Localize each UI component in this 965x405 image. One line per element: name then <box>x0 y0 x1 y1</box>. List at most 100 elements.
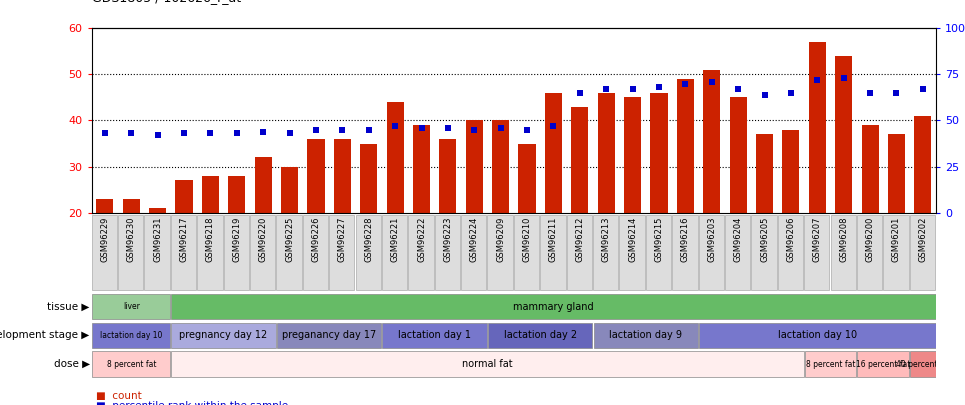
Text: GSM96210: GSM96210 <box>523 217 532 262</box>
Text: GDS1805 / 102626_r_at: GDS1805 / 102626_r_at <box>92 0 241 4</box>
Text: GSM96203: GSM96203 <box>707 217 716 262</box>
Bar <box>93 323 170 348</box>
Bar <box>334 139 351 305</box>
Bar <box>910 352 935 377</box>
Point <box>546 123 562 129</box>
Bar <box>778 215 803 290</box>
Bar <box>224 215 249 290</box>
Text: tissue ▶: tissue ▶ <box>47 302 90 311</box>
Bar <box>835 56 852 305</box>
Text: GSM96217: GSM96217 <box>179 217 188 262</box>
Bar <box>466 121 482 305</box>
Bar <box>96 199 114 305</box>
Text: GSM96204: GSM96204 <box>733 217 743 262</box>
Point <box>308 126 323 133</box>
Point <box>863 90 878 96</box>
Text: GSM96212: GSM96212 <box>575 217 585 262</box>
Bar <box>676 79 694 305</box>
Text: GSM96211: GSM96211 <box>549 217 558 262</box>
Bar <box>123 199 140 305</box>
Bar <box>488 323 593 348</box>
Bar <box>93 352 170 377</box>
Bar <box>229 176 245 305</box>
Text: normal fat: normal fat <box>462 359 512 369</box>
Point <box>361 126 376 133</box>
Point <box>572 90 588 96</box>
Point <box>704 79 720 85</box>
Bar <box>646 215 671 290</box>
Text: lactation day 9: lactation day 9 <box>609 330 682 340</box>
Text: GSM96224: GSM96224 <box>470 217 479 262</box>
Bar <box>413 125 430 305</box>
Bar <box>439 139 456 305</box>
Bar <box>804 215 830 290</box>
Bar <box>382 323 487 348</box>
Bar <box>673 215 698 290</box>
Point <box>414 125 429 131</box>
Text: GSM96213: GSM96213 <box>602 217 611 262</box>
Point <box>519 126 535 133</box>
Bar <box>518 143 536 305</box>
Text: mammary gland: mammary gland <box>513 302 593 311</box>
Text: 8 percent fat: 8 percent fat <box>106 360 156 369</box>
Bar <box>360 143 377 305</box>
Point <box>387 123 402 129</box>
Bar <box>862 125 879 305</box>
Bar <box>910 215 935 290</box>
Point <box>440 125 455 131</box>
Bar <box>202 176 219 305</box>
Point <box>810 77 825 83</box>
Text: GSM96205: GSM96205 <box>760 217 769 262</box>
Point <box>757 92 772 98</box>
Point <box>493 125 509 131</box>
Bar <box>571 107 589 305</box>
Point <box>598 86 614 92</box>
Bar <box>858 352 909 377</box>
Text: GSM96223: GSM96223 <box>443 217 453 262</box>
Text: GSM96208: GSM96208 <box>840 217 848 262</box>
Text: GSM96222: GSM96222 <box>417 217 426 262</box>
Bar <box>566 215 592 290</box>
Text: GSM96214: GSM96214 <box>628 217 637 262</box>
Text: lactation day 2: lactation day 2 <box>504 330 577 340</box>
Bar <box>756 134 773 305</box>
Bar <box>888 134 905 305</box>
Text: GSM96216: GSM96216 <box>681 217 690 262</box>
Bar <box>620 215 645 290</box>
Bar <box>250 215 275 290</box>
Bar <box>699 215 724 290</box>
Bar <box>593 215 619 290</box>
Point <box>915 86 930 92</box>
Text: lactation day 10: lactation day 10 <box>778 330 857 340</box>
Text: 8 percent fat: 8 percent fat <box>806 360 855 369</box>
Text: ■  percentile rank within the sample: ■ percentile rank within the sample <box>96 401 289 405</box>
Bar <box>805 352 856 377</box>
Point <box>335 126 350 133</box>
Bar <box>93 294 170 319</box>
Text: liver: liver <box>123 302 140 311</box>
Bar <box>914 116 931 305</box>
Point <box>229 130 244 136</box>
Point <box>466 126 482 133</box>
Bar <box>145 215 170 290</box>
Text: GSM96209: GSM96209 <box>496 217 505 262</box>
Text: GSM96226: GSM96226 <box>312 217 320 262</box>
Text: lactation day 10: lactation day 10 <box>100 331 162 340</box>
Point <box>150 132 165 139</box>
Point <box>97 130 113 136</box>
Point <box>836 75 851 81</box>
Text: GSM96228: GSM96228 <box>364 217 373 262</box>
Text: GSM96202: GSM96202 <box>919 217 927 262</box>
Point <box>731 86 746 92</box>
Point <box>889 90 904 96</box>
Point <box>784 90 799 96</box>
Text: GSM96207: GSM96207 <box>813 217 822 262</box>
Bar <box>461 215 486 290</box>
Bar <box>172 323 276 348</box>
Text: GSM96225: GSM96225 <box>285 217 294 262</box>
Bar <box>545 93 562 305</box>
Bar <box>149 208 166 305</box>
Bar <box>783 130 799 305</box>
Text: GSM96231: GSM96231 <box>153 217 162 262</box>
Bar <box>597 93 615 305</box>
